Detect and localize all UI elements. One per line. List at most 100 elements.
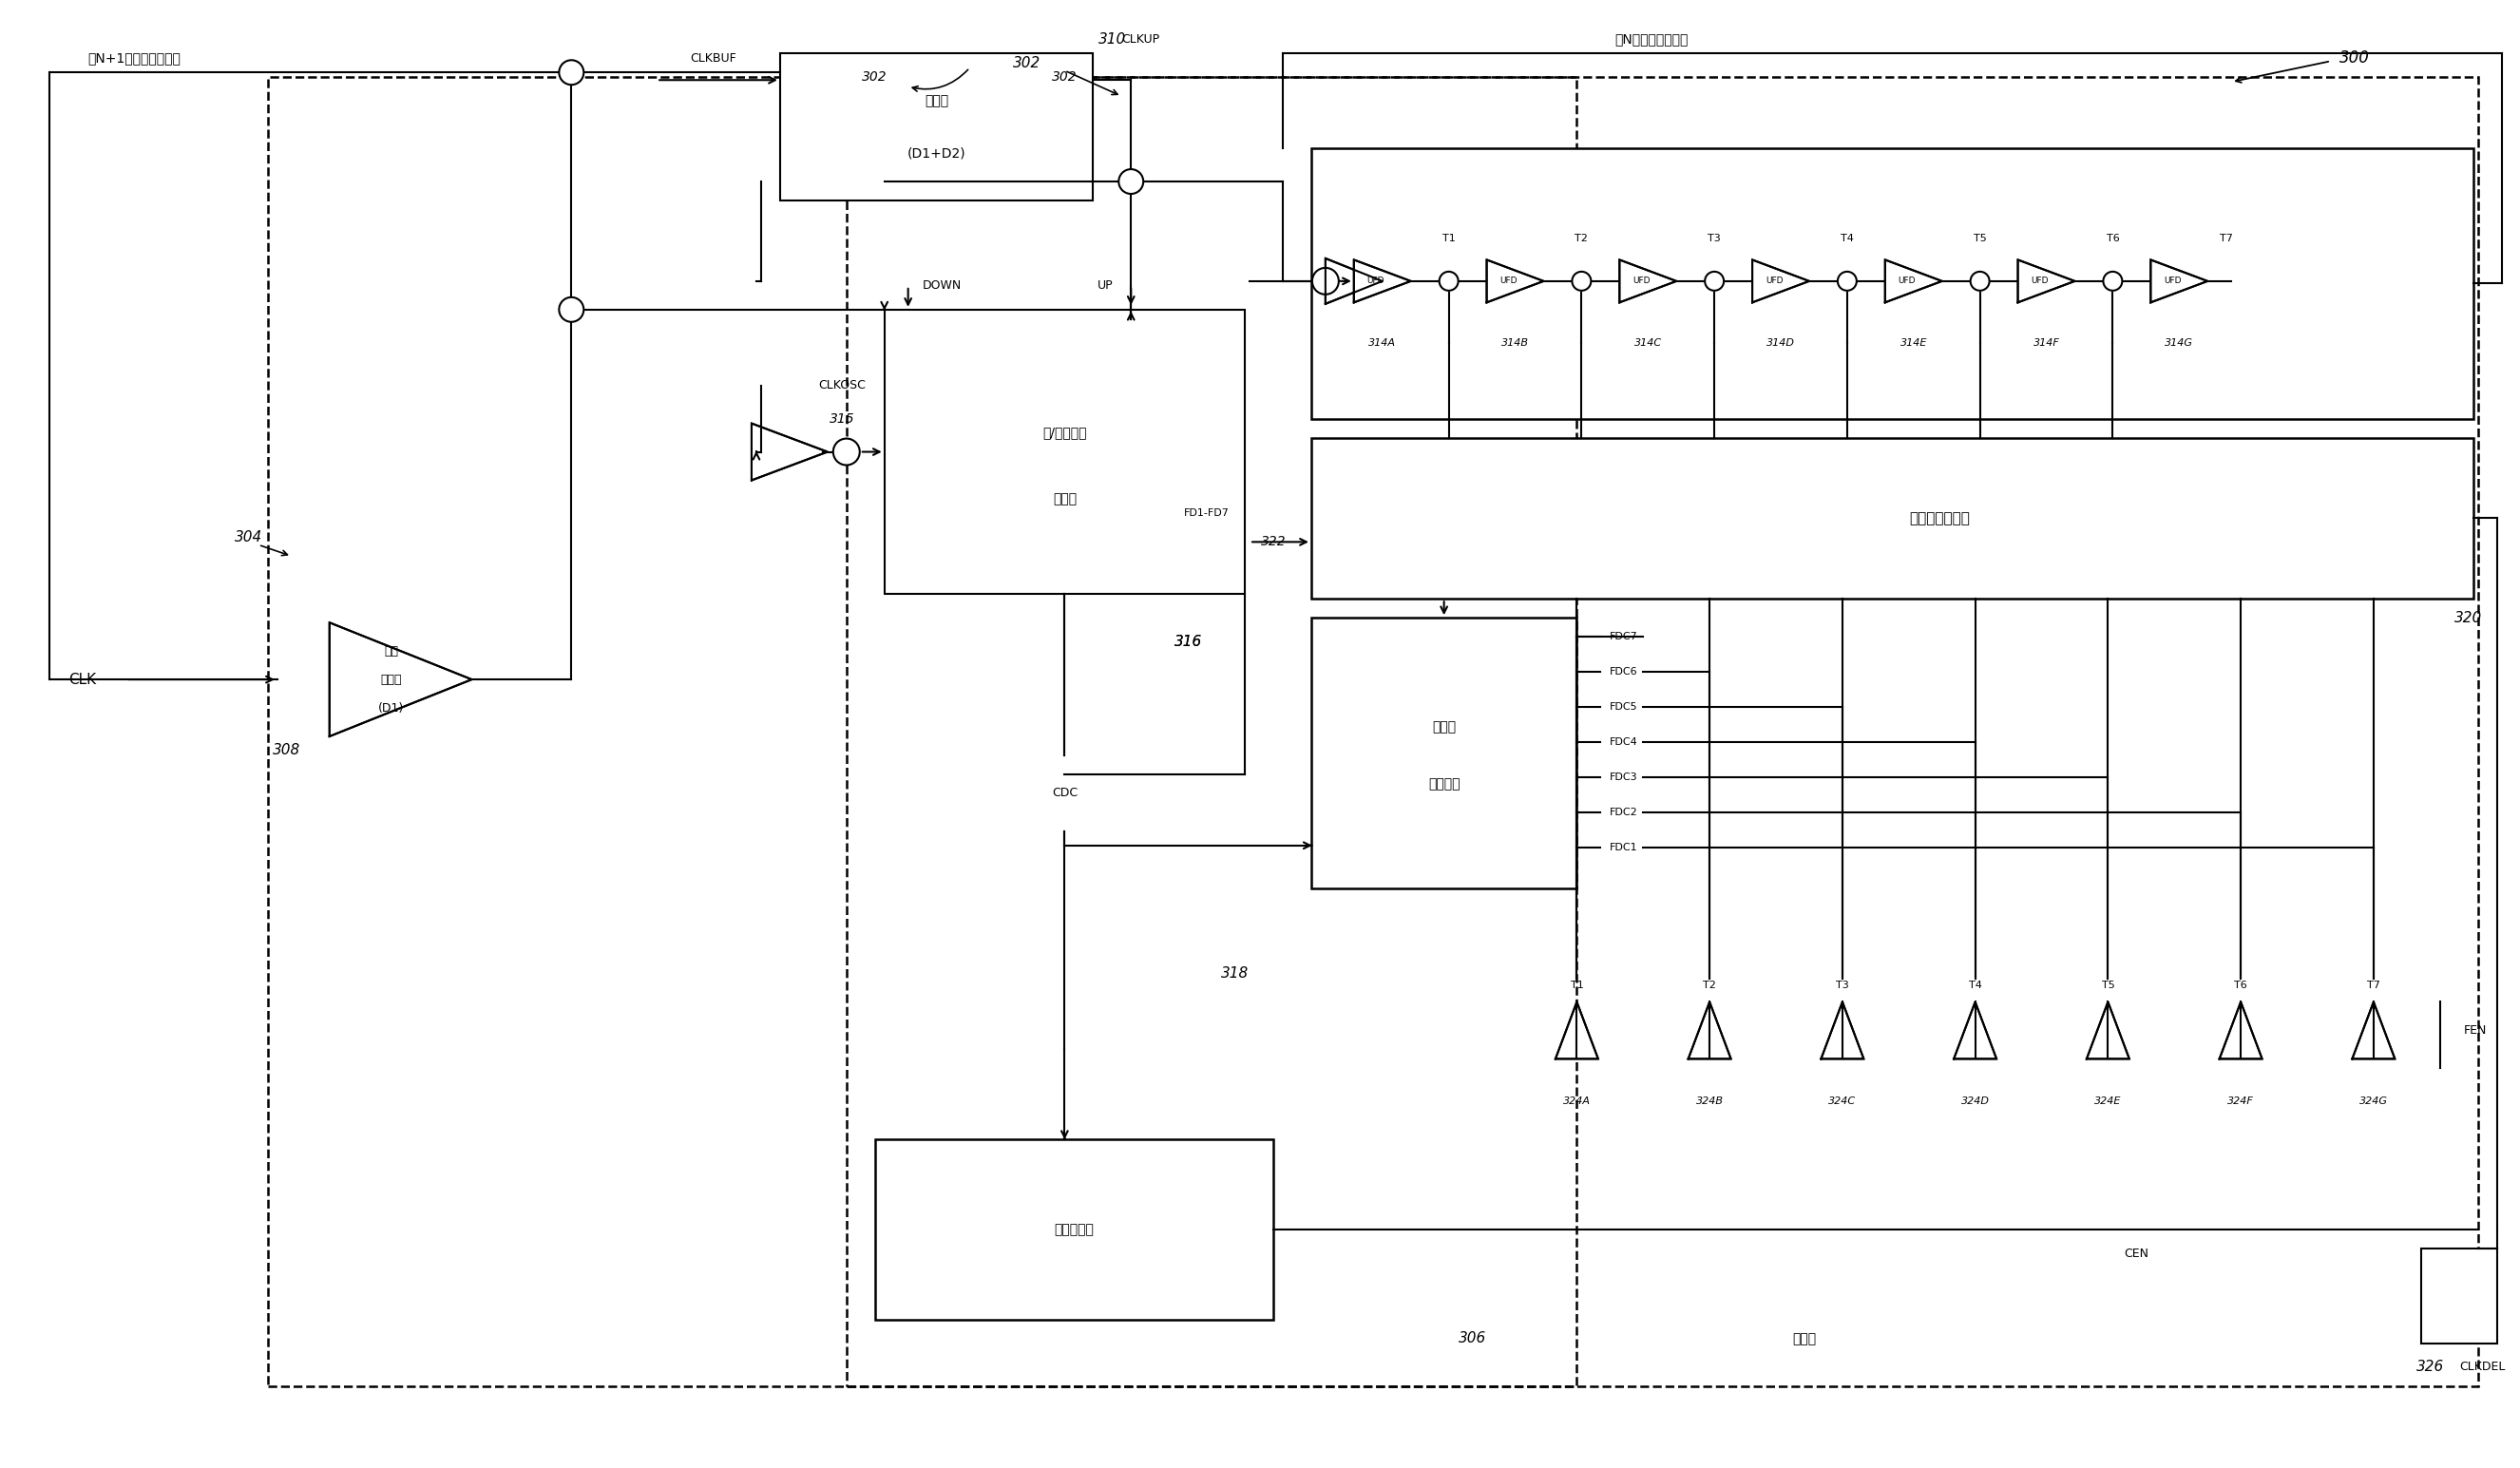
Circle shape xyxy=(1119,169,1144,194)
Text: 缓冲器: 缓冲器 xyxy=(381,674,401,686)
Text: CLKUP: CLKUP xyxy=(1121,34,1159,46)
Text: UFD: UFD xyxy=(1499,277,1517,285)
FancyBboxPatch shape xyxy=(2422,1249,2497,1343)
Text: 316: 316 xyxy=(1174,634,1202,649)
Text: T3: T3 xyxy=(1709,233,1721,244)
Text: 计数器: 计数器 xyxy=(1053,493,1076,506)
Text: T1: T1 xyxy=(1441,233,1454,244)
Text: T7: T7 xyxy=(2366,981,2381,989)
Text: 324B: 324B xyxy=(1696,1097,1724,1107)
Text: 314F: 314F xyxy=(2034,338,2059,348)
Circle shape xyxy=(559,60,585,85)
FancyBboxPatch shape xyxy=(1310,148,2472,418)
Text: 变换电路: 变换电路 xyxy=(1429,777,1459,790)
Text: FD1-FD7: FD1-FD7 xyxy=(1184,509,1230,518)
Circle shape xyxy=(1971,272,1988,291)
Text: 320: 320 xyxy=(2454,611,2482,625)
Text: 302: 302 xyxy=(862,70,887,84)
Text: 锁存和比较电路: 锁存和比较电路 xyxy=(1910,511,1971,526)
Text: 326: 326 xyxy=(2417,1359,2444,1374)
FancyBboxPatch shape xyxy=(885,310,1245,595)
Text: 322: 322 xyxy=(1260,536,1285,549)
Polygon shape xyxy=(1487,260,1545,302)
Text: 310: 310 xyxy=(1099,32,1126,47)
Text: FDC4: FDC4 xyxy=(1610,737,1638,747)
Polygon shape xyxy=(1822,1003,1865,1058)
Polygon shape xyxy=(2351,1003,2394,1058)
Text: T6: T6 xyxy=(2235,981,2248,989)
Text: T6: T6 xyxy=(2107,233,2119,244)
Text: CEN: CEN xyxy=(2124,1248,2150,1260)
FancyBboxPatch shape xyxy=(1310,437,2472,599)
Text: UP: UP xyxy=(1099,280,1114,292)
Polygon shape xyxy=(1353,260,1411,302)
Circle shape xyxy=(1837,272,1857,291)
Text: 细延迟: 细延迟 xyxy=(1431,721,1457,734)
Text: UFD: UFD xyxy=(1767,277,1782,285)
Circle shape xyxy=(834,439,859,465)
Text: FDC3: FDC3 xyxy=(1610,772,1638,782)
Polygon shape xyxy=(330,622,471,737)
Text: 314A: 314A xyxy=(1368,338,1396,348)
Circle shape xyxy=(1313,267,1338,295)
Text: 308: 308 xyxy=(272,743,300,757)
Circle shape xyxy=(1706,272,1724,291)
Polygon shape xyxy=(1326,258,1383,304)
Text: T2: T2 xyxy=(1575,233,1588,244)
Polygon shape xyxy=(2150,260,2208,302)
Text: 314E: 314E xyxy=(1900,338,1928,348)
Text: 304: 304 xyxy=(234,530,262,545)
Text: CLKOSC: CLKOSC xyxy=(819,379,864,392)
FancyBboxPatch shape xyxy=(781,53,1094,201)
Text: T5: T5 xyxy=(2102,981,2114,989)
Text: FDC6: FDC6 xyxy=(1610,666,1638,677)
Text: 306: 306 xyxy=(1459,1331,1487,1346)
Text: 302: 302 xyxy=(1051,70,1076,84)
Text: 302: 302 xyxy=(1013,56,1041,70)
Text: FDC1: FDC1 xyxy=(1610,843,1638,851)
Circle shape xyxy=(559,297,585,321)
Circle shape xyxy=(2104,272,2122,291)
Text: 324F: 324F xyxy=(2228,1097,2253,1107)
Text: 数字比较器: 数字比较器 xyxy=(1053,1223,1094,1236)
Text: 300: 300 xyxy=(2339,50,2369,66)
Polygon shape xyxy=(1751,260,1809,302)
Text: UFD: UFD xyxy=(2031,277,2049,285)
Text: T3: T3 xyxy=(1837,981,1850,989)
Text: 314C: 314C xyxy=(1633,338,1661,348)
Polygon shape xyxy=(1555,1003,1598,1058)
Text: 324D: 324D xyxy=(1961,1097,1988,1107)
Polygon shape xyxy=(751,423,827,480)
Text: 314G: 314G xyxy=(2165,338,2192,348)
Polygon shape xyxy=(1620,260,1676,302)
Text: 324E: 324E xyxy=(2094,1097,2122,1107)
Circle shape xyxy=(1439,272,1459,291)
Text: CDC: CDC xyxy=(1051,787,1079,800)
Polygon shape xyxy=(1953,1003,1996,1058)
Text: 324G: 324G xyxy=(2359,1097,2389,1107)
Text: FEN: FEN xyxy=(2465,1025,2487,1036)
Text: 粗安排: 粗安排 xyxy=(1792,1331,1817,1345)
Text: UFD: UFD xyxy=(1633,277,1651,285)
Text: 324A: 324A xyxy=(1562,1097,1590,1107)
Text: UFD: UFD xyxy=(1898,277,1915,285)
Text: (D1): (D1) xyxy=(378,702,403,713)
Text: CLK: CLK xyxy=(68,672,96,687)
Text: 延迟线: 延迟线 xyxy=(925,94,948,107)
Text: 318: 318 xyxy=(1222,966,1250,981)
Text: (D1+D2): (D1+D2) xyxy=(907,147,965,160)
Text: T4: T4 xyxy=(1968,981,1981,989)
Text: T5: T5 xyxy=(1973,233,1986,244)
Polygon shape xyxy=(1885,260,1943,302)
Text: T4: T4 xyxy=(1840,233,1855,244)
Polygon shape xyxy=(2019,260,2074,302)
Polygon shape xyxy=(2087,1003,2129,1058)
Text: CLKDEL: CLKDEL xyxy=(2460,1361,2505,1373)
Text: 314B: 314B xyxy=(1502,338,1530,348)
Polygon shape xyxy=(2220,1003,2263,1058)
Text: FDC2: FDC2 xyxy=(1610,807,1638,818)
Text: FDC7: FDC7 xyxy=(1610,633,1638,642)
Text: T7: T7 xyxy=(2220,233,2233,244)
Text: 324C: 324C xyxy=(1830,1097,1857,1107)
Text: T1: T1 xyxy=(1570,981,1583,989)
